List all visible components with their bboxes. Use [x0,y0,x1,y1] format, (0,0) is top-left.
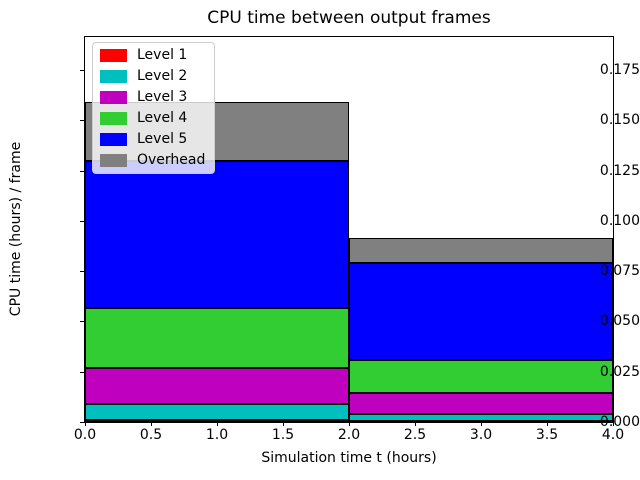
x-tick-mark [349,422,350,426]
bar-segment [349,263,613,360]
x-tick-label: 0.0 [73,427,97,443]
y-tick-label: 0.050 [599,313,640,330]
plot-area: Level 1 Level 2 Level 3 Level 4 Level 5 Overh… [84,36,614,423]
x-tick-label: 2.5 [403,427,427,443]
bar-segment [349,413,613,421]
legend-swatch [100,70,127,83]
x-tick-mark [547,422,548,426]
legend-entry: Level 1 [100,48,205,63]
bar-segment [85,367,349,404]
legend-entry: Level 2 [100,69,205,84]
bar-segment [85,419,349,422]
x-tick-label: 2.0 [337,427,361,443]
y-tick-mark [80,220,84,222]
x-tick-mark [151,422,152,426]
legend-label: Level 2 [137,68,188,84]
x-tick-mark [283,422,284,426]
y-axis-label: CPU time (hours) / frame [8,141,24,317]
x-tick-label: 0.5 [139,427,163,443]
y-tick-mark [80,69,84,71]
legend: Level 1 Level 2 Level 3 Level 4 Level 5 Overh… [92,42,216,174]
x-tick-label: 4.0 [601,427,625,443]
y-tick-label: 0.175 [599,61,640,78]
legend-entry: Level 4 [100,111,205,126]
legend-swatch [100,154,127,167]
y-tick-label: 0.075 [599,263,640,280]
y-tick-label: 0.000 [599,414,640,430]
legend-entry: Level 3 [100,90,205,105]
y-tick-label: 0.025 [599,363,640,380]
x-tick-mark [481,422,482,426]
x-tick-mark [217,422,218,426]
x-tick-label: 1.0 [205,427,229,443]
legend-label: Level 1 [137,47,188,63]
bars-layer [85,37,613,423]
bar-segment [85,160,349,309]
chart-title: CPU time between output frames [207,8,491,28]
legend-swatch [100,49,127,62]
y-tick-mark [80,170,84,172]
y-tick-mark [80,271,84,273]
bar-segment [349,392,613,414]
y-tick-mark [80,120,84,122]
legend-label: Overhead [137,152,206,168]
legend-label: Level 5 [137,131,188,147]
legend-entry: Overhead [100,153,205,168]
legend-swatch [100,91,127,104]
y-tick-label: 0.150 [599,112,640,129]
x-tick-mark [85,422,86,426]
legend-swatch [100,112,127,125]
x-tick-label: 3.0 [469,427,493,443]
x-tick-mark [415,422,416,426]
bar-segment [349,359,613,393]
bar-segment [85,403,349,420]
y-tick-mark [80,321,84,323]
legend-label: Level 4 [137,110,188,126]
y-tick-label: 0.100 [599,212,640,229]
bar-segment [85,308,349,368]
x-axis-label: Simulation time t (hours) [261,450,437,466]
y-tick-mark [80,422,84,423]
y-tick-label: 0.125 [599,162,640,179]
y-tick-mark [80,371,84,373]
legend-label: Level 3 [137,89,188,105]
legend-entry: Level 5 [100,132,205,147]
x-tick-label: 1.5 [271,427,295,443]
bar-segment [349,237,613,264]
legend-swatch [100,133,127,146]
x-tick-label: 3.5 [535,427,559,443]
x-tick-mark [613,422,614,426]
